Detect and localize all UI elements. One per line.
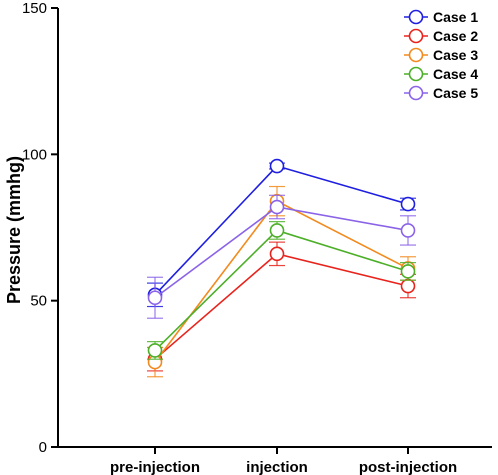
legend-item: Case 5	[404, 85, 478, 101]
data-point	[400, 278, 416, 294]
x-tick-label: pre-injection	[110, 459, 200, 475]
y-tick-label: 0	[39, 439, 47, 456]
data-point	[269, 246, 285, 262]
data-point	[400, 223, 416, 238]
data-point	[269, 223, 285, 238]
legend-label: Case 1	[433, 9, 478, 25]
y-tick-label: 100	[22, 146, 47, 163]
legend-marker	[408, 66, 424, 82]
axes	[57, 8, 492, 448]
legend-label: Case 5	[433, 85, 478, 101]
series-layer	[147, 158, 416, 378]
x-tick-label: post-injection	[359, 459, 457, 475]
y-tick-label: 150	[22, 0, 47, 17]
x-ticks: pre-injection injection post-injection	[110, 447, 457, 475]
series-5	[147, 194, 416, 319]
x-tick-label: injection	[246, 459, 308, 475]
legend-label: Case 4	[433, 66, 478, 82]
data-point	[269, 158, 285, 174]
legend-marker	[408, 47, 424, 63]
y-axis-label: Pressure (mmhg)	[4, 156, 24, 304]
legend-marker	[408, 9, 424, 25]
legend-item: Case 2	[404, 28, 478, 44]
legend-item: Case 4	[404, 66, 478, 82]
legend-item: Case 1	[404, 9, 478, 25]
data-point	[400, 264, 416, 279]
data-point	[147, 290, 163, 306]
legend-marker	[408, 28, 424, 44]
series-4	[147, 221, 416, 360]
y-tick-label: 50	[30, 293, 47, 310]
series-3	[147, 185, 416, 378]
data-point	[269, 199, 285, 215]
legend-item: Case 3	[404, 47, 478, 63]
legend-label: Case 2	[433, 28, 478, 44]
legend: Case 1 Case 2 Case 3 Case 4 Case 5	[404, 9, 478, 101]
data-point	[147, 343, 163, 358]
data-point	[400, 196, 416, 212]
legend-marker	[408, 85, 424, 101]
y-ticks: 0 50 100 150	[22, 0, 58, 456]
legend-label: Case 3	[433, 47, 478, 63]
